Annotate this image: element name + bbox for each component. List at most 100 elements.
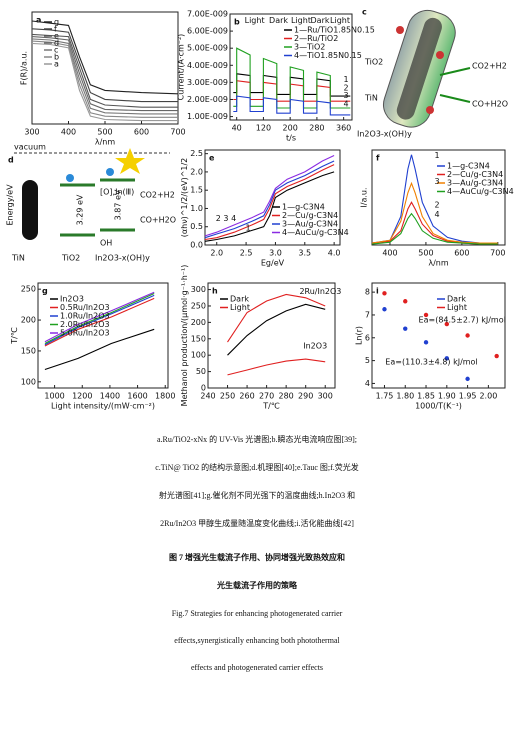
legend-label: c [54,46,58,55]
x-tick-label: 280 [309,124,324,133]
point [444,356,450,361]
annotation: 2 [343,84,348,93]
legend-label: Dark [447,295,466,304]
y-tick-label: 250 [191,301,206,310]
y-axis-label: T/℃ [10,327,19,345]
series-line [371,154,498,244]
point [494,353,499,359]
legend-label: 3—Au/g-C3N4 [282,220,338,229]
annotation: 1 [246,223,251,232]
x-tick-label: 400 [382,249,397,258]
y-tick-label: 4 [365,379,370,388]
y-tick-label: 50 [196,367,206,376]
x-tick-label: 700 [170,128,185,137]
series-line [204,164,335,241]
point [444,321,450,327]
plot-frame [371,282,506,389]
x-axis-label: Light intensity/(mW·cm⁻²) [51,402,155,411]
legend-label: Dark [230,295,249,304]
legend-label: a [54,60,59,69]
panel-label: b [234,18,240,27]
y-tick-label: 2.0 [190,167,203,176]
point [465,376,470,382]
label: vacuum [14,143,46,152]
x-axis-label: t/s [286,134,296,143]
label: CO+H2O [472,100,508,109]
x-tick-label: 1.85 [417,392,435,401]
caption-title-en: Fig.7 Strategies for enhancing photogene… [172,609,343,618]
x-tick-label: 40 [232,124,242,133]
x-tick-label: 290 [298,392,313,401]
annotation: Ea=(110.3±4.8) kJ/mol [385,357,477,366]
x-tick-label: 300 [24,128,39,137]
series-line [44,328,155,371]
y-tick-label: 3.00E-009 [187,78,228,87]
label: 3.87 eV [114,189,123,220]
x-axis-label: Eg/eV [261,259,285,268]
electron [66,174,74,182]
label: TiN [11,254,25,263]
x-tick-label: 2.0 [210,249,223,258]
panel-label: a [36,16,41,25]
annotation: In2O3 [303,342,327,351]
point [382,291,387,296]
band [60,178,135,237]
annotation: 2 [435,201,440,210]
x-tick-label: 1.95 [459,392,477,401]
series-line [44,294,155,346]
series-line [44,297,155,347]
sun [115,148,145,174]
label: CO2+H2 [140,191,175,200]
label: [O],In(Ⅲ) [100,188,134,197]
annotation: 3 [435,177,440,186]
caption-line: c.TiN@ TiO2 的结构示意图;d.机理图[40];e.Tauc 图;f.… [155,462,359,472]
x-tick-label: 2.00 [479,392,497,401]
series-line [371,181,498,244]
point [382,307,387,312]
annotation: 1 [343,75,348,84]
series-line [204,171,335,242]
tin-block [22,180,38,240]
y-tick-label: 5 [365,356,370,365]
x-axis-label: λ/nm [95,138,116,147]
series-line [31,38,178,115]
annotation: Dark [311,16,330,25]
legend-label: 0.5Ru/In2O3 [60,303,110,312]
caption-title-en: effects,synergistically enhancing both p… [174,636,340,645]
label: TiO2 [61,254,80,263]
x-tick-label: 1.75 [376,392,394,401]
x-tick-label: 700 [490,249,505,258]
y-tick-label: 8 [365,288,370,297]
y-tick-label: 250 [21,285,36,294]
y-tick-label: 0.0 [190,241,203,250]
caption-title-cn: 光生载流子作用的策略 [216,580,298,590]
x-tick-label: 1.90 [438,392,456,401]
series-line [31,42,178,122]
x-tick-label: 3.0 [269,249,282,258]
label: TiN [364,94,378,103]
x-tick-label: 600 [134,128,149,137]
x-tick-label: 1200 [72,392,92,401]
x-tick-label: 500 [97,128,112,137]
legend-label: 2.0Ru/In2O3 [60,320,110,329]
y-axis-label: Methanol production/(μmol·g⁻¹·h⁻¹) [180,265,189,407]
annotation: 4 [343,100,348,109]
y-axis-label: (αhν)^1/2/(eV)^1/2 [180,158,189,238]
legend-label: f [54,25,57,34]
y-tick-label: 100 [191,351,206,360]
point [403,326,408,331]
x-tick-label: 500 [418,249,433,258]
y-tick-label: 7 [365,310,370,319]
legend-label: 2—Cu/g-C3N4 [447,170,503,179]
point [465,333,470,338]
x-axis-label: T/℃ [262,402,280,411]
panel-label: f [376,154,380,163]
y-tick-label: 1.0 [190,204,203,213]
y-tick-label: 4.00E-009 [187,61,228,70]
legend-label: 4—AuCu/g-C3N4 [447,187,514,196]
y-tick-label: 6 [365,333,370,342]
plot-frame [204,149,341,246]
series-line [31,20,179,95]
legend-label: e [54,32,59,41]
